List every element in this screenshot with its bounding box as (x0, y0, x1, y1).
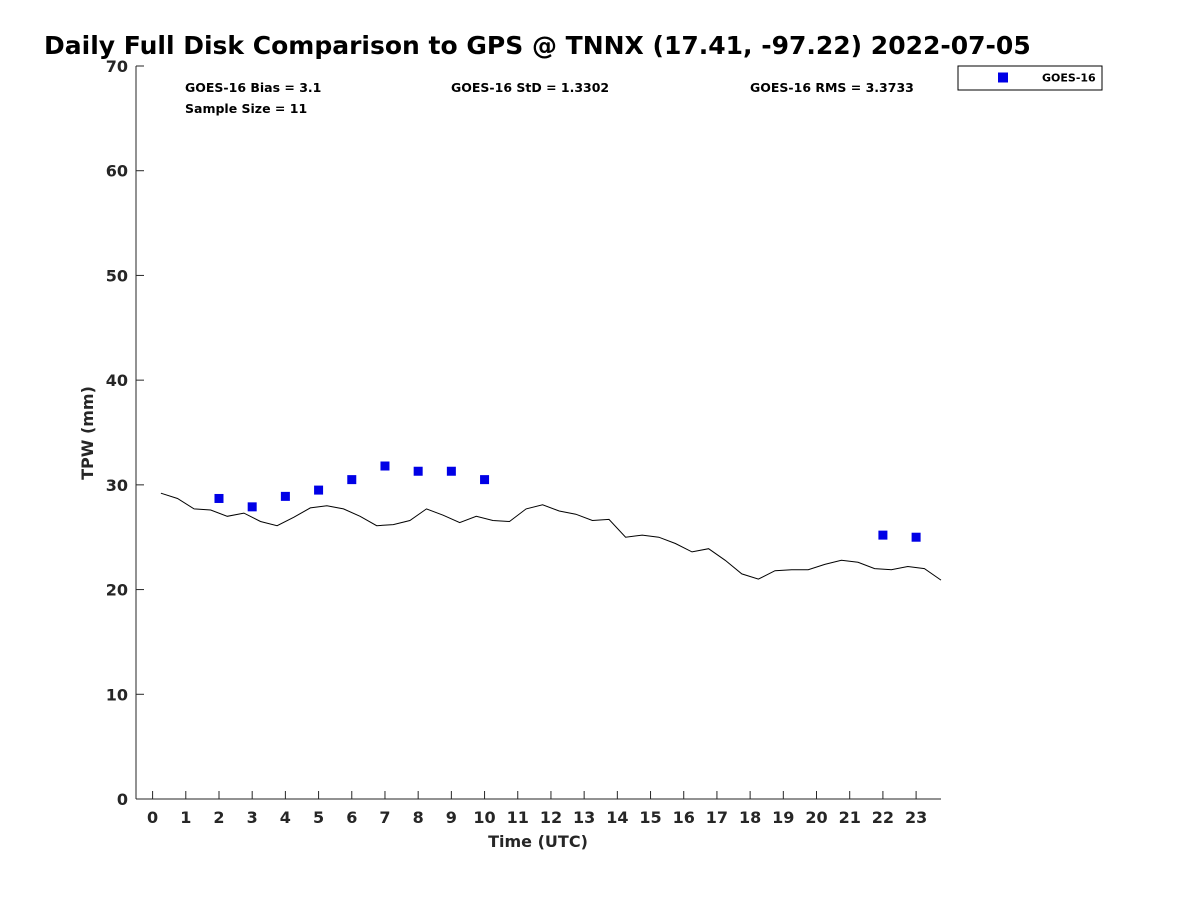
x-tick-label: 21 (839, 808, 861, 827)
y-axis-label: TPW (mm) (78, 386, 97, 480)
x-tick-label: 2 (213, 808, 224, 827)
legend-marker (998, 72, 1008, 83)
goes16-point (911, 532, 921, 542)
x-tick-label: 4 (280, 808, 291, 827)
y-tick-label: 0 (117, 790, 128, 809)
goes16-point (314, 485, 324, 495)
x-tick-label: 13 (573, 808, 595, 827)
legend-box (957, 65, 1103, 91)
rms-stat: GOES-16 RMS = 3.3733 (750, 80, 914, 95)
x-tick-label: 6 (346, 808, 357, 827)
goes16-point (347, 475, 357, 485)
x-tick-label: 3 (247, 808, 258, 827)
goes16-point (480, 475, 490, 485)
legend: GOES-16 (957, 65, 1103, 91)
chart-title: Daily Full Disk Comparison to GPS @ TNNX… (44, 31, 1031, 60)
goes16-point (878, 530, 888, 540)
goes16-point (413, 466, 423, 476)
y-tick-label: 40 (106, 371, 128, 390)
x-tick-label: 16 (673, 808, 695, 827)
x-tick-label: 0 (147, 808, 158, 827)
x-tick-label: 9 (446, 808, 457, 827)
x-tick-label: 18 (739, 808, 761, 827)
y-tick-label: 70 (106, 57, 128, 76)
x-tick-label: 10 (473, 808, 495, 827)
legend-label: GOES-16 (1042, 72, 1096, 85)
y-tick-label: 50 (106, 266, 128, 285)
plot-marks (160, 461, 942, 581)
y-tick-label: 10 (106, 685, 128, 704)
goes16-point (280, 491, 290, 501)
x-axis-label: Time (UTC) (488, 832, 588, 851)
y-tick-label: 60 (106, 162, 128, 181)
x-tick-label: 5 (313, 808, 324, 827)
y-tick-label: 30 (106, 476, 128, 495)
x-tick-label: 17 (706, 808, 728, 827)
gps-tpw-line (160, 492, 942, 581)
x-tick-label: 15 (639, 808, 661, 827)
x-tick-label: 1 (180, 808, 191, 827)
std-stat: GOES-16 StD = 1.3302 (451, 80, 609, 95)
bias-stat: GOES-16 Bias = 3.1 (185, 80, 321, 95)
x-tick-label: 7 (379, 808, 390, 827)
y-tick-label: 20 (106, 581, 128, 600)
x-tick-label: 12 (540, 808, 562, 827)
x-tick-label: 22 (872, 808, 894, 827)
x-tick-label: 23 (905, 808, 927, 827)
x-tick-label: 20 (805, 808, 827, 827)
x-tick-label: 19 (772, 808, 794, 827)
goes16-point (380, 461, 390, 471)
x-tick-label: 8 (413, 808, 424, 827)
sample-size-stat: Sample Size = 11 (185, 101, 307, 116)
x-tick-label: 11 (507, 808, 529, 827)
goes16-point (214, 493, 224, 503)
x-tick-label: 14 (606, 808, 628, 827)
goes16-point (247, 502, 257, 512)
goes16-point (446, 466, 456, 476)
